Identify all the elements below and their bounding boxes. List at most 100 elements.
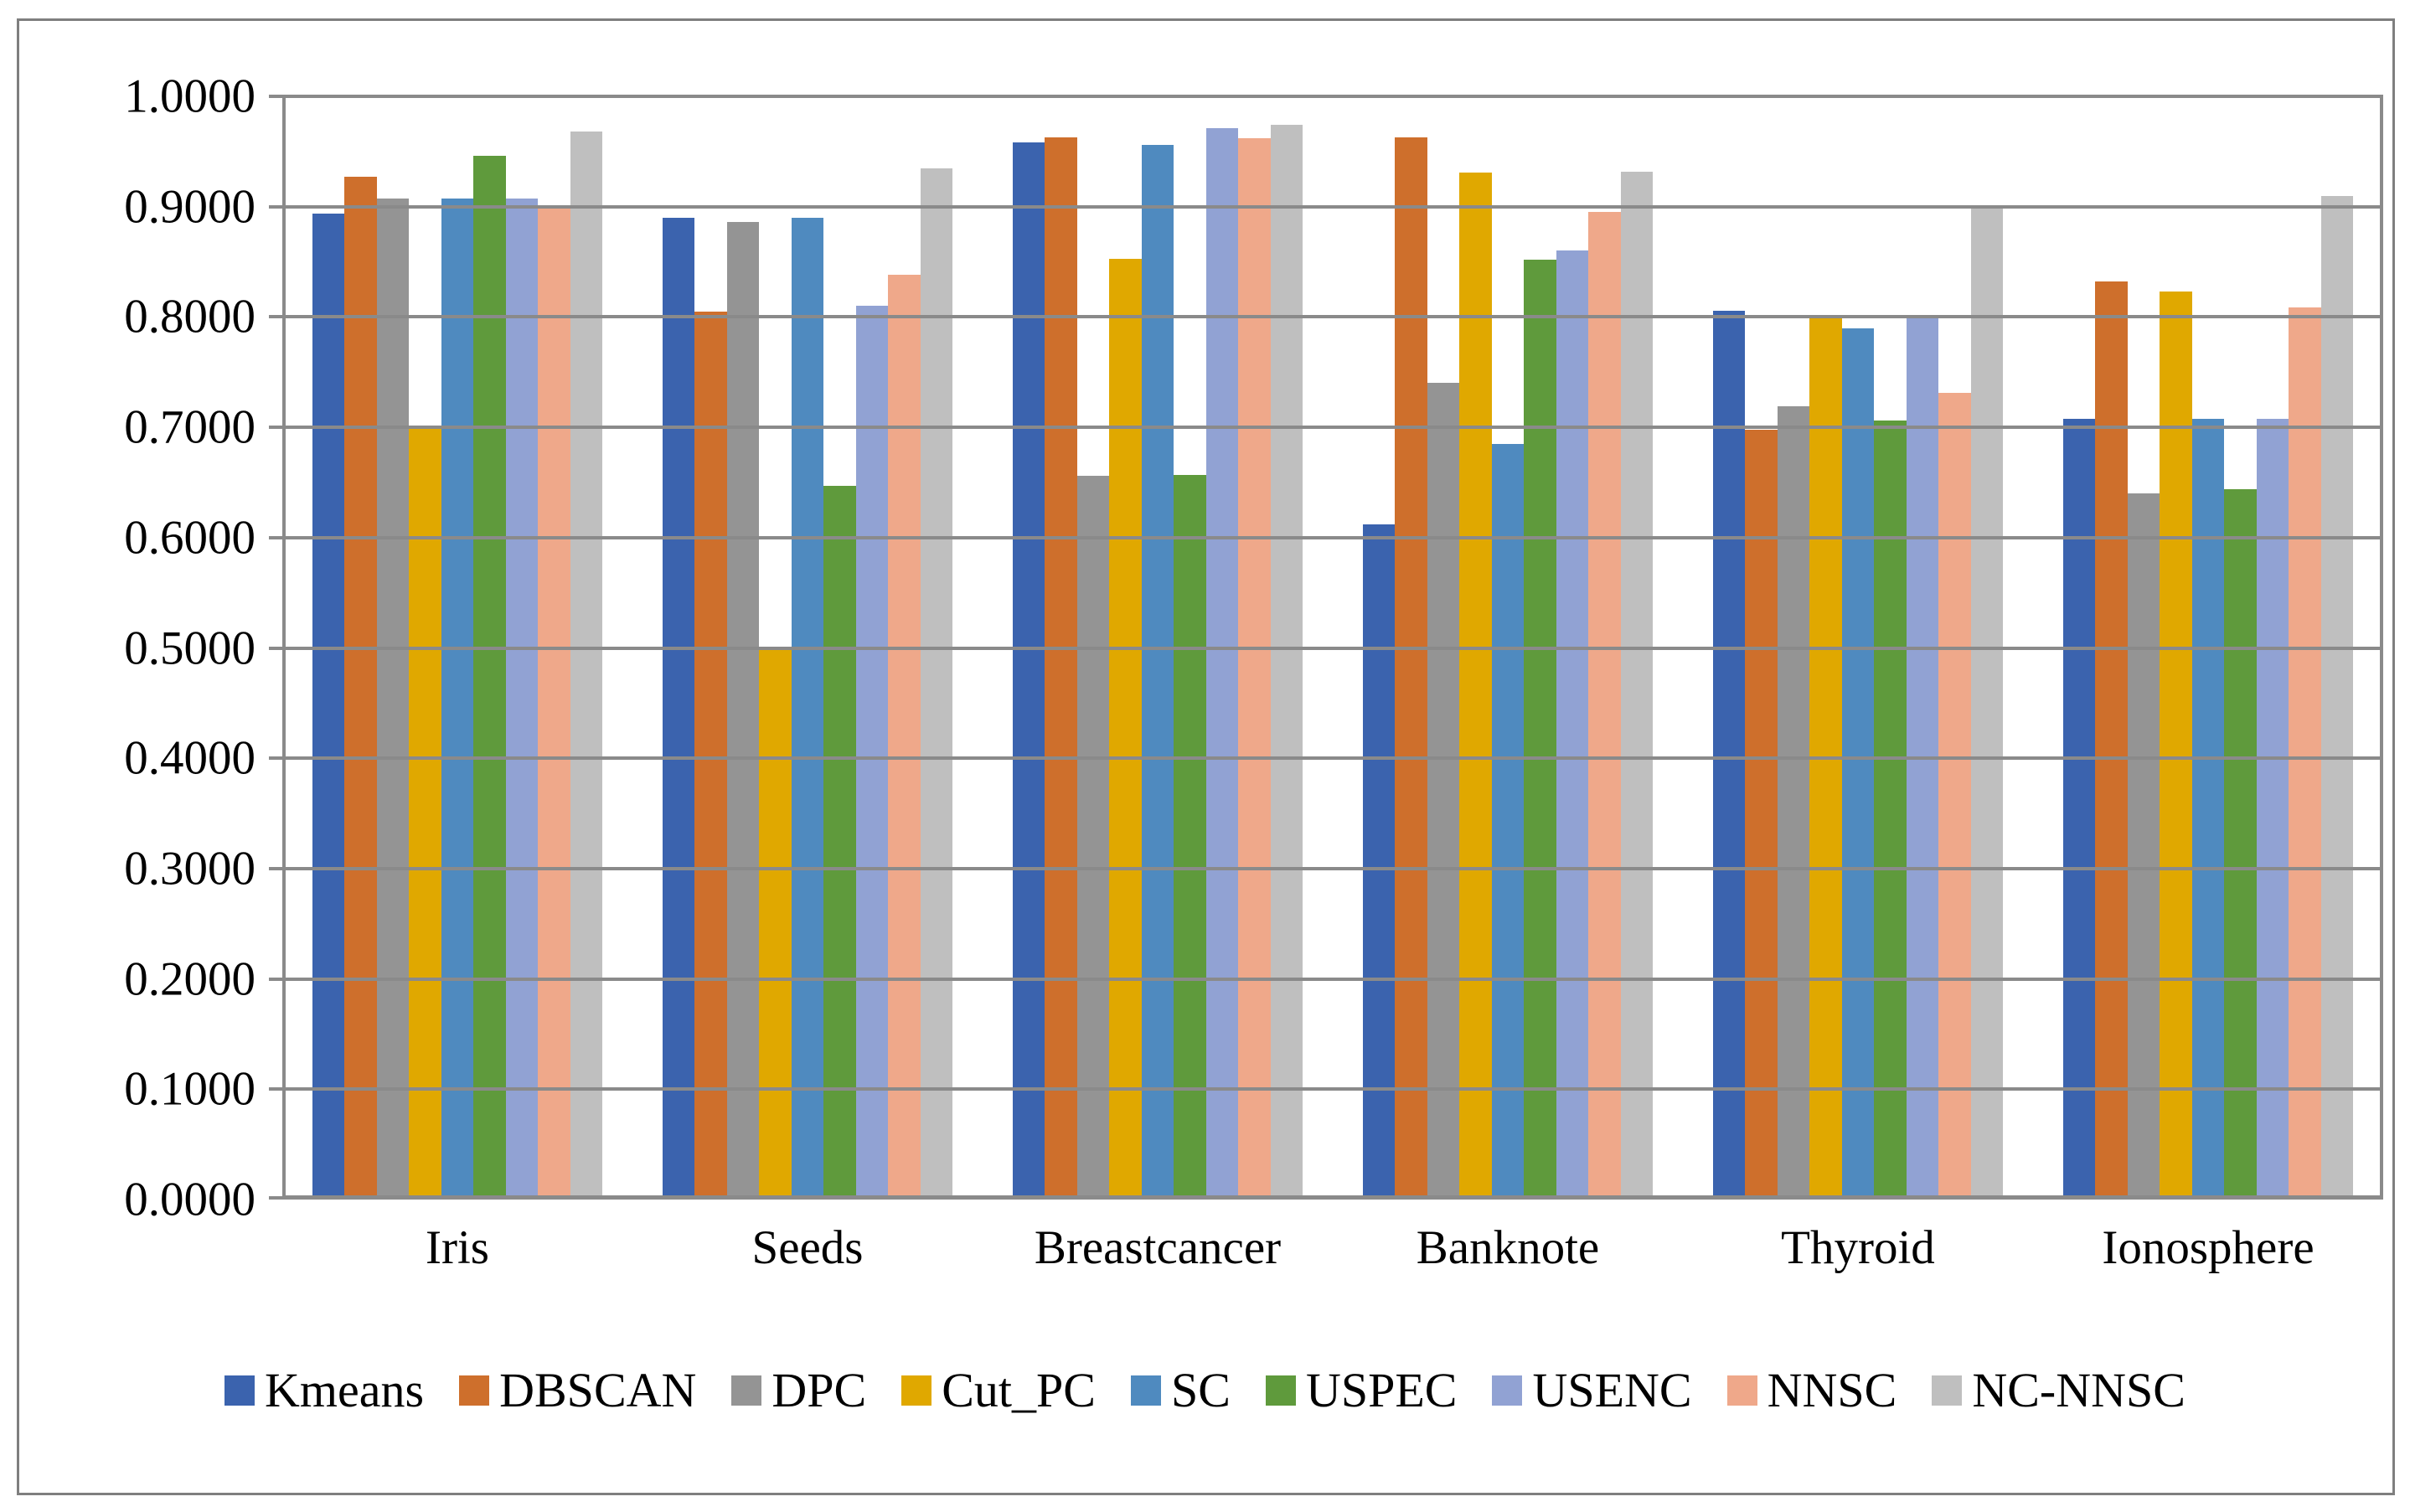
legend-label: NC-NNSC [1972, 1363, 2186, 1417]
y-tick-mark [269, 535, 282, 539]
legend-item-dbscan: DBSCAN [459, 1364, 696, 1417]
y-tick-label: 0.9000 [124, 180, 255, 234]
bar-kmeans-thyroid [1712, 310, 1746, 1200]
bar-dbscan-ionosphere [2095, 281, 2128, 1200]
bar-dpc-iris [376, 199, 410, 1200]
bar-cut_pc-banknote [1459, 172, 1492, 1200]
plot-area [269, 95, 2383, 1200]
bar-kmeans-seeds [662, 217, 695, 1200]
y-tick-label: 0.7000 [124, 400, 255, 454]
bar-nc-nnsc-banknote [1620, 171, 1654, 1200]
legend-marker-icon [901, 1375, 932, 1406]
y-tick-mark [269, 866, 282, 870]
legend-label: DBSCAN [499, 1363, 697, 1417]
bar-nc-nnsc-breastcancer [1270, 125, 1303, 1200]
legend-marker-icon [224, 1375, 255, 1406]
legend-marker-icon [1726, 1375, 1757, 1406]
legend-label: USPEC [1305, 1363, 1458, 1417]
bar-dpc-banknote [1427, 383, 1460, 1200]
gridline [282, 646, 2383, 650]
bar-cut_pc-ionosphere [2160, 292, 2192, 1200]
legend-label: NNSC [1767, 1363, 1897, 1417]
x-category-label-breastcancer: Breastcancer [1034, 1221, 1282, 1274]
gridline [282, 1087, 2383, 1091]
bar-cut_pc-seeds [759, 648, 792, 1200]
bar-dbscan-iris [344, 177, 377, 1200]
y-tick-label: 0.1000 [124, 1062, 255, 1116]
x-category-label-ionosphere: Ionosphere [2102, 1221, 2315, 1274]
legend-item-sc: SC [1130, 1363, 1231, 1417]
bar-nnsc-breastcancer [1238, 138, 1271, 1200]
bar-dpc-thyroid [1777, 406, 1810, 1200]
gridline [282, 204, 2383, 209]
gridline [282, 866, 2383, 870]
y-tick-label: 0.5000 [124, 622, 255, 674]
y-tick-label: 0.6000 [124, 511, 255, 565]
bar-nnsc-seeds [888, 275, 921, 1200]
legend: Kmeans DBSCAN DPC Cut_PC SC USPEC USENC NNSC NC-… [34, 1364, 2376, 1417]
y-tick-label: 0.3000 [124, 842, 255, 895]
legend-item-uspec: USPEC [1265, 1363, 1458, 1417]
bar-group-seeds [632, 96, 983, 1200]
legend-marker-icon [459, 1375, 490, 1406]
legend-label: DPC [772, 1363, 867, 1417]
bar-cut_pc-breastcancer [1109, 258, 1142, 1200]
y-tick-mark [269, 204, 282, 209]
y-tick-label: 0.0000 [124, 1173, 255, 1226]
y-tick-mark [269, 977, 282, 981]
bar-sc-ionosphere [2191, 418, 2225, 1200]
bar-sc-seeds [791, 217, 824, 1200]
gridline [282, 426, 2383, 430]
bar-sc-thyroid [1841, 328, 1875, 1200]
bar-kmeans-banknote [1362, 524, 1396, 1200]
gridline [282, 95, 2383, 98]
bar-uspec-breastcancer [1174, 474, 1206, 1200]
bar-nnsc-banknote [1588, 212, 1621, 1200]
y-tick-mark [269, 95, 282, 98]
y-tick-mark [269, 1196, 282, 1200]
bar-dbscan-banknote [1395, 137, 1427, 1200]
bar-usenc-banknote [1556, 250, 1589, 1200]
x-axis-labels: Iris Seeds Breastcancer Banknote Thyroid Iono… [282, 1221, 2383, 1275]
bar-uspec-ionosphere [2224, 488, 2257, 1200]
bar-nc-nnsc-ionosphere [2320, 195, 2354, 1200]
bar-dbscan-breastcancer [1045, 137, 1077, 1200]
x-category-label-banknote: Banknote [1416, 1221, 1600, 1274]
bar-sc-iris [441, 199, 474, 1200]
y-tick-label: 0.2000 [124, 952, 255, 1006]
bar-nc-nnsc-seeds [920, 168, 953, 1200]
legend-marker-icon [731, 1375, 762, 1406]
bar-uspec-seeds [823, 485, 856, 1200]
bar-nc-nnsc-iris [570, 132, 603, 1200]
bar-dbscan-thyroid [1745, 429, 1778, 1200]
legend-label: SC [1170, 1363, 1231, 1417]
bar-nnsc-iris [538, 206, 570, 1200]
bar-usenc-ionosphere [2256, 418, 2289, 1200]
y-tick-mark [269, 646, 282, 650]
bar-nnsc-ionosphere [2289, 307, 2321, 1200]
bar-nnsc-thyroid [1938, 393, 1971, 1200]
bar-group-banknote [1333, 96, 1683, 1200]
bar-group-breastcancer [983, 96, 1333, 1200]
gridline [282, 315, 2383, 319]
legend-item-nc-nnsc: NC-NNSC [1932, 1364, 2186, 1417]
y-tick-label: 0.4000 [124, 731, 255, 785]
bar-dpc-breastcancer [1076, 476, 1110, 1200]
x-category-label-iris: Iris [426, 1221, 489, 1274]
bar-kmeans-iris [312, 213, 345, 1200]
bar-usenc-seeds [855, 306, 889, 1200]
bar-uspec-thyroid [1874, 421, 1907, 1200]
bar-usenc-iris [505, 199, 539, 1200]
legend-item-cut_pc: Cut_PC [901, 1364, 1096, 1417]
legend-item-nnsc: NNSC [1726, 1363, 1897, 1417]
gridline [282, 977, 2383, 981]
legend-item-dpc: DPC [731, 1364, 866, 1417]
legend-marker-icon [1932, 1375, 1963, 1406]
bar-dpc-ionosphere [2127, 493, 2160, 1200]
x-category-label-seeds: Seeds [751, 1221, 864, 1274]
legend-marker-icon [1265, 1375, 1296, 1406]
bar-group-ionosphere [2033, 96, 2383, 1200]
bar-kmeans-breastcancer [1012, 142, 1045, 1200]
gridline [282, 756, 2383, 761]
